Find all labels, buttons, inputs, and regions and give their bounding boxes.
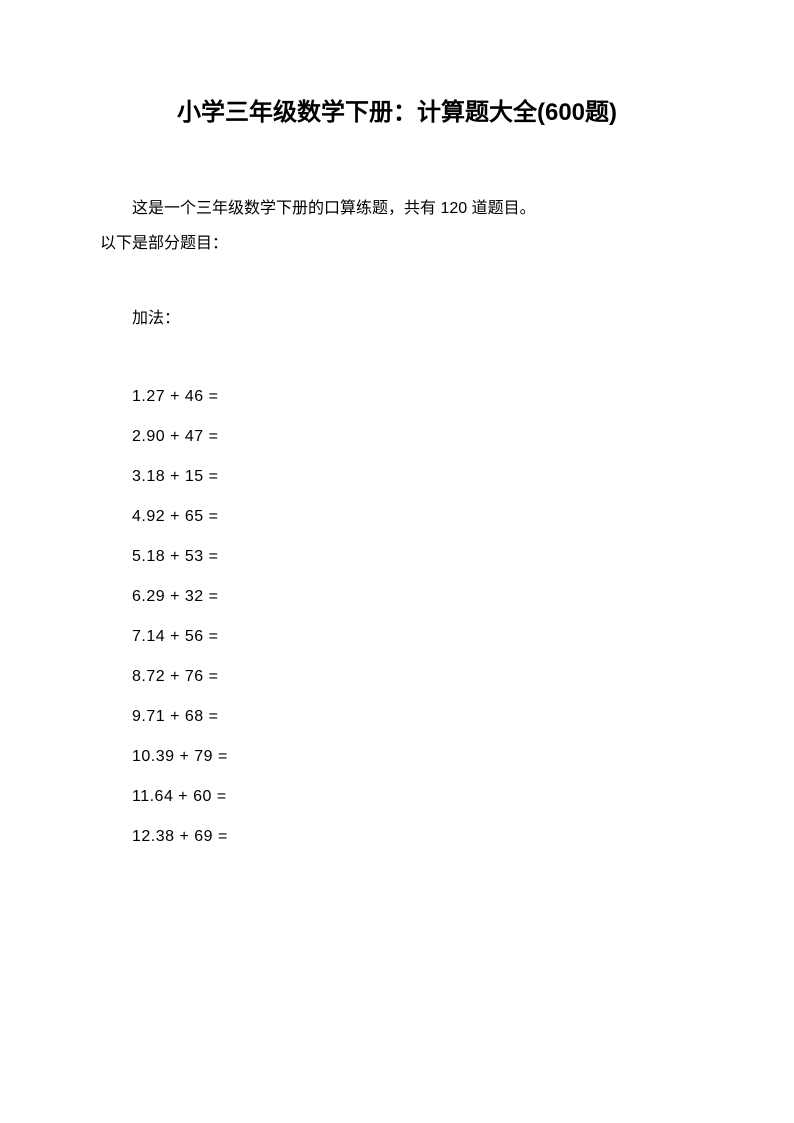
problem-item: 11.64 + 60 = [132,777,694,817]
problem-item: 10.39 + 79 = [132,737,694,777]
intro-line-2: 以下是部分题目： [100,226,694,261]
intro-line-1: 这是一个三年级数学下册的口算练题，共有 120 道题目。 [100,191,694,226]
intro-paragraph: 这是一个三年级数学下册的口算练题，共有 120 道题目。 以下是部分题目： [100,191,694,261]
problem-item: 9.71 + 68 = [132,697,694,737]
problem-item: 4.92 + 65 = [132,497,694,537]
problem-item: 8.72 + 76 = [132,657,694,697]
problem-item: 12.38 + 69 = [132,817,694,857]
problems-list: 1.27 + 46 = 2.90 + 47 = 3.18 + 15 = 4.92… [100,377,694,857]
problem-item: 5.18 + 53 = [132,537,694,577]
document-title: 小学三年级数学下册：计算题大全(600题) [100,95,694,131]
problem-item: 3.18 + 15 = [132,457,694,497]
problem-item: 1.27 + 46 = [132,377,694,417]
problem-item: 2.90 + 47 = [132,417,694,457]
document-page: 小学三年级数学下册：计算题大全(600题) 这是一个三年级数学下册的口算练题，共… [0,0,794,957]
section-label: 加法： [100,301,694,336]
problem-item: 6.29 + 32 = [132,577,694,617]
problem-item: 7.14 + 56 = [132,617,694,657]
